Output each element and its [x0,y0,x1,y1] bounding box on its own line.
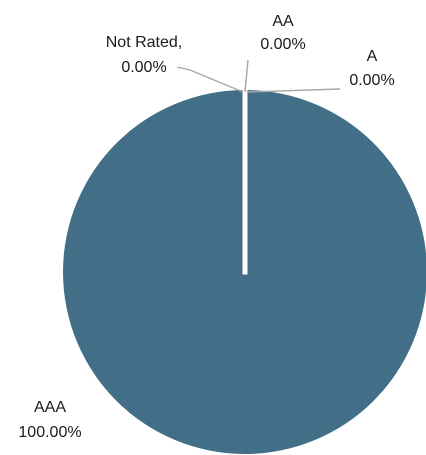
data-label-aaa-name: AAA [34,399,66,416]
data-label-a-name: A [367,48,378,65]
leader-line-aa [245,60,248,92]
leader-lines [177,60,340,92]
data-label-aa-name: AA [272,13,294,30]
data-label-aaa-value: 100.00% [18,424,81,441]
data-label-aa-value: 0.00% [260,36,305,53]
data-label-a-value: 0.00% [349,72,394,89]
data-label-not-rated-value: 0.00% [121,59,166,76]
data-label-not-rated-name: Not Rated, [106,34,182,51]
leader-line-a [247,89,340,92]
leader-line-not-rated [177,67,243,92]
pie-slices [63,90,426,454]
